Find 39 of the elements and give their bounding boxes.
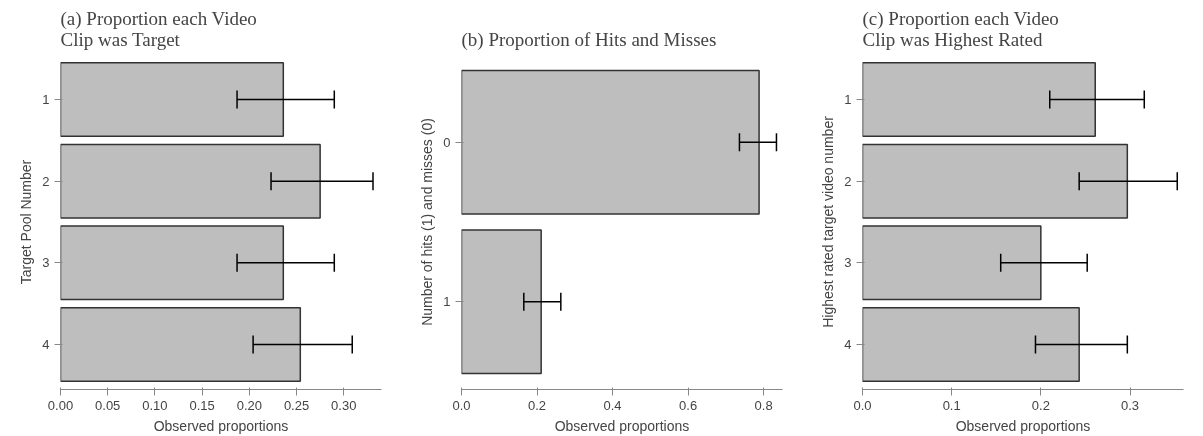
y-tick-label: 3 [844, 255, 852, 271]
y-tick-label: 2 [844, 173, 852, 189]
x-tick-label: 0.0 [853, 397, 872, 413]
x-tick-label: 0.05 [95, 397, 121, 413]
y-tick-label: 3 [42, 255, 50, 271]
y-tick-label: 1 [844, 91, 852, 107]
x-tick-label: 0.00 [47, 397, 74, 413]
x-tick-label: 0.2 [1031, 397, 1050, 413]
chart-title: (c) Proportion each Video Clip was Highest Rated [862, 7, 1059, 50]
x-tick-label: 0.20 [236, 397, 262, 413]
x-tick-label: 0.2 [527, 397, 547, 413]
y-tick-label: 1 [443, 294, 451, 310]
x-axis-title: Observed proportions [153, 417, 289, 434]
bar [862, 307, 1080, 383]
y-axis-title: Number of hits (1) and misses (0) [419, 118, 436, 326]
bar [862, 225, 1042, 301]
x-axis-title: Observed proportions [554, 417, 690, 434]
x-tick-label: 0.0 [452, 397, 471, 413]
y-axis-title: Highest rated target video number [820, 115, 837, 328]
x-tick-label: 0.10 [142, 397, 168, 413]
x-tick-label: 0.3 [1120, 397, 1140, 413]
x-tick-label: 0.6 [679, 397, 698, 413]
y-axis-title: Target Pool Number [18, 159, 35, 285]
x-tick-label: 0.15 [189, 397, 215, 413]
chart-title: (b) Proportion of Hits and Misses [461, 28, 717, 51]
x-tick-label: 0.1 [942, 397, 961, 413]
y-tick-label: 0 [443, 134, 451, 150]
x-tick-label: 0.30 [331, 397, 357, 413]
y-tick-label: 2 [42, 173, 50, 189]
x-tick-label: 0.25 [283, 397, 310, 413]
bar [862, 143, 1129, 219]
x-tick-label: 0.8 [754, 397, 773, 413]
y-tick-label: 1 [42, 91, 50, 107]
y-tick-label: 4 [42, 337, 50, 353]
x-tick-label: 0.4 [603, 397, 622, 413]
x-axis-title: Observed proportions [955, 417, 1091, 434]
chart-title: (a) Proportion each Video Clip was Target [60, 7, 257, 50]
bar [862, 61, 1096, 137]
y-tick-label: 4 [844, 337, 852, 353]
